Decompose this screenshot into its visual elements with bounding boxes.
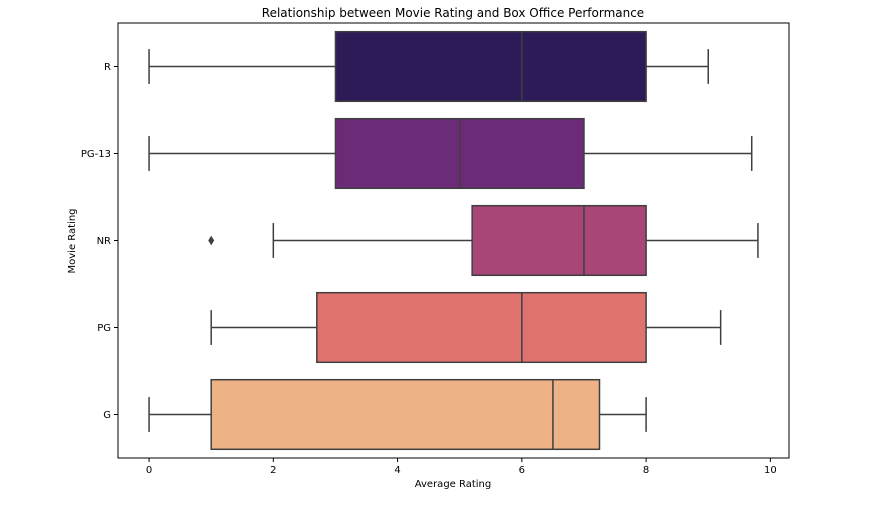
x-tick-label-4: 4 [394, 465, 400, 476]
y-tick-label-r: R [104, 62, 111, 73]
plot-area: R PG-13 NR PG G 0 2 4 6 8 10 [81, 30, 777, 476]
x-tick-label-8: 8 [643, 465, 649, 476]
x-tick-label-2: 2 [270, 465, 276, 476]
chart-title: Relationship between Movie Rating and Bo… [262, 6, 644, 20]
x-axis-label: Average Rating [415, 479, 491, 490]
y-tick-label-pg: PG [97, 323, 111, 334]
plot-frame [117, 22, 790, 459]
outlier-nr-0 [208, 235, 215, 246]
y-axis-label: Movie Rating [67, 208, 78, 273]
x-tick-label-6: 6 [519, 465, 525, 476]
y-tick-label-g: G [103, 410, 111, 421]
box-pg [316, 291, 647, 364]
x-tick-label-10: 10 [764, 465, 777, 476]
box-r [334, 30, 647, 103]
box-nr [471, 204, 647, 277]
y-tick-label-nr: NR [97, 236, 111, 247]
box-g [210, 378, 601, 451]
x-tick-label-0: 0 [146, 465, 152, 476]
y-tick-label-pg-13: PG-13 [81, 149, 111, 160]
